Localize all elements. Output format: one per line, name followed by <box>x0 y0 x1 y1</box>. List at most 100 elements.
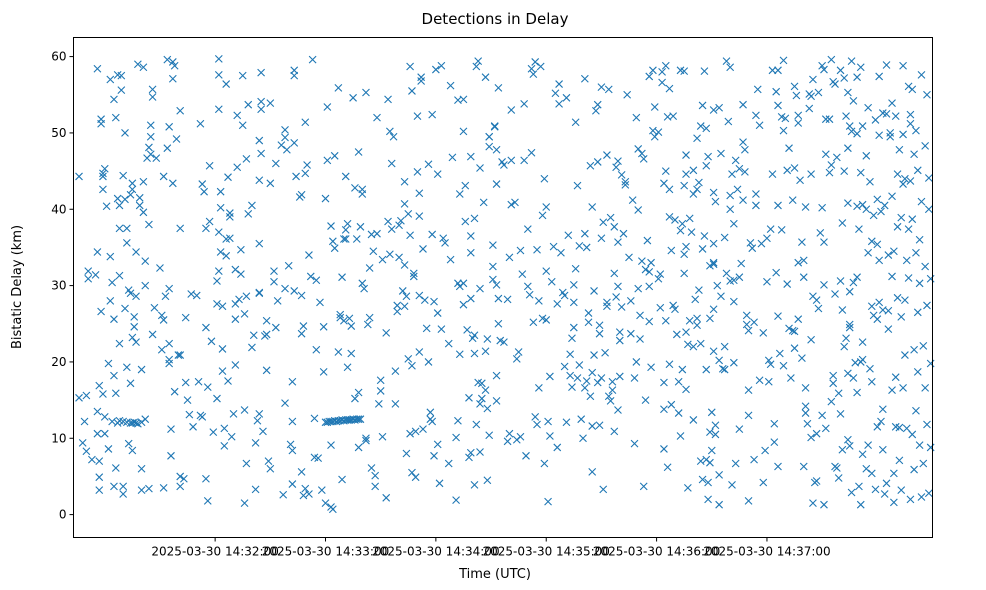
x-tick-label: 2025-03-30 14:36:00 <box>593 545 720 559</box>
data-point <box>820 65 828 74</box>
data-point <box>897 213 906 222</box>
data-point <box>110 95 118 104</box>
data-point <box>176 224 185 233</box>
data-point <box>441 238 449 247</box>
data-point <box>367 464 376 472</box>
data-point <box>858 338 867 346</box>
data-point <box>676 226 685 235</box>
data-point <box>641 396 650 404</box>
data-point <box>99 172 107 181</box>
data-point <box>277 141 286 150</box>
data-point <box>159 172 168 181</box>
data-point <box>752 111 760 120</box>
data-point <box>402 449 411 458</box>
data-point <box>744 326 753 335</box>
data-point <box>856 168 865 177</box>
data-point <box>889 247 898 256</box>
data-point <box>750 318 758 327</box>
data-point <box>290 66 299 75</box>
data-point <box>682 151 690 159</box>
data-point <box>845 323 854 332</box>
data-point <box>308 55 317 64</box>
data-point <box>100 164 109 173</box>
data-point <box>899 61 907 70</box>
data-point <box>551 89 560 98</box>
data-point <box>720 342 729 351</box>
data-point <box>130 322 139 331</box>
data-point <box>314 454 323 462</box>
data-point <box>774 201 782 210</box>
data-point <box>912 126 920 135</box>
data-point <box>168 58 177 66</box>
data-point <box>891 373 900 382</box>
data-point <box>645 267 654 276</box>
data-point <box>198 180 207 188</box>
data-point <box>632 358 641 366</box>
data-point <box>233 163 242 172</box>
data-point <box>610 222 619 231</box>
data-point <box>801 402 810 411</box>
data-point <box>522 451 530 460</box>
data-point <box>544 417 552 426</box>
data-point <box>606 396 615 405</box>
data-point <box>343 363 352 372</box>
data-point <box>845 320 854 329</box>
data-point <box>634 206 643 214</box>
data-point <box>862 464 871 473</box>
data-point <box>597 374 606 382</box>
data-point <box>108 278 117 287</box>
data-point <box>709 239 718 248</box>
data-point <box>242 292 251 301</box>
data-point <box>137 464 146 473</box>
data-point <box>761 446 770 455</box>
data-point <box>481 386 490 395</box>
data-point <box>181 313 190 322</box>
data-point <box>255 176 264 185</box>
data-point <box>555 80 563 88</box>
data-point <box>93 248 102 256</box>
data-point <box>750 455 758 464</box>
data-point <box>301 118 310 127</box>
data-point <box>255 136 264 145</box>
data-point <box>798 238 806 246</box>
data-point <box>534 296 543 305</box>
data-point <box>706 428 714 437</box>
data-point <box>661 316 670 325</box>
data-point <box>612 293 621 301</box>
data-point <box>665 185 674 194</box>
data-point <box>122 238 131 247</box>
data-point <box>385 250 394 259</box>
data-point <box>752 201 760 210</box>
data-point <box>858 122 867 130</box>
data-point <box>560 362 569 371</box>
data-point <box>569 323 578 332</box>
data-point <box>801 383 810 392</box>
data-point <box>354 148 363 156</box>
data-point <box>897 486 906 495</box>
data-point <box>729 358 738 367</box>
data-point <box>702 161 711 170</box>
data-point <box>597 234 606 243</box>
data-point <box>297 291 306 300</box>
data-point <box>297 190 306 199</box>
data-point <box>717 149 725 158</box>
data-point <box>507 200 516 209</box>
data-point <box>660 445 668 453</box>
data-point <box>632 113 641 122</box>
data-point <box>812 477 821 485</box>
data-point <box>488 275 497 284</box>
data-point <box>683 340 692 349</box>
data-point <box>437 61 446 70</box>
data-point <box>126 289 135 298</box>
data-point <box>214 54 223 63</box>
data-point <box>419 245 427 253</box>
data-point <box>145 143 153 152</box>
data-point <box>614 157 622 166</box>
data-point <box>919 342 928 350</box>
data-point <box>494 83 503 92</box>
data-point <box>99 185 107 194</box>
data-point <box>834 474 843 482</box>
data-point <box>358 279 367 288</box>
data-point <box>650 132 659 141</box>
data-point <box>225 234 234 243</box>
